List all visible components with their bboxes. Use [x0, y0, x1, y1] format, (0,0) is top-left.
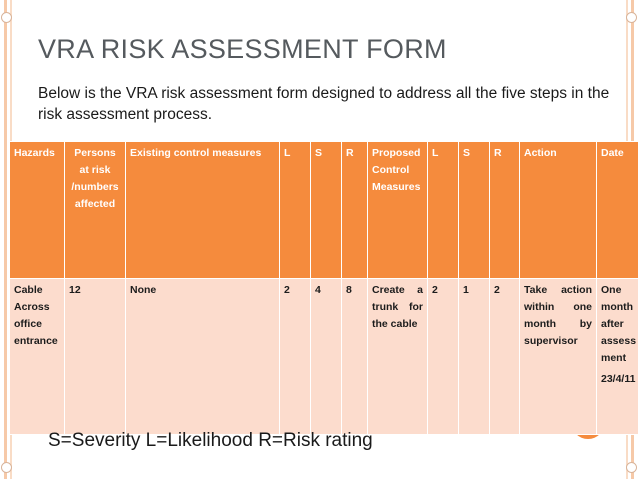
risk-assessment-table: Hazards Persons at risk /numbers affecte… — [9, 141, 638, 435]
cell-risk-2: 2 — [489, 278, 520, 435]
header-action: Action — [519, 141, 597, 279]
corner-dot-top-right — [626, 12, 637, 23]
corner-dot-top-left — [1, 12, 12, 23]
corner-dot-bottom-right — [626, 462, 637, 473]
cell-persons: 12 — [64, 278, 126, 435]
legend-text: S=Severity L=Likelihood R=Risk rating — [48, 430, 373, 451]
header-proposed-control-measures: Proposed Control Measures — [367, 141, 428, 279]
header-risk-1: R — [341, 141, 368, 279]
header-date: Date — [596, 141, 638, 279]
slide-subtitle: Below is the VRA risk assessment form de… — [38, 85, 610, 123]
header-severity-2: S — [458, 141, 490, 279]
header-severity-1: S — [310, 141, 342, 279]
header-likelihood-2: L — [427, 141, 459, 279]
cell-likelihood-1: 2 — [279, 278, 311, 435]
cell-date-text: One month after assessment — [601, 284, 637, 364]
cell-existing: None — [125, 278, 280, 435]
cell-likelihood-2: 2 — [427, 278, 459, 435]
cell-date-value: 23/4/11 — [601, 373, 636, 385]
cell-severity-2: 1 — [458, 278, 490, 435]
header-risk-2: R — [489, 141, 520, 279]
cell-date: One month after assessment 23/4/11 — [596, 278, 638, 435]
header-hazards: Hazards — [9, 141, 65, 279]
table-header-row: Hazards Persons at risk /numbers affecte… — [9, 141, 638, 279]
table-row: Cable Across office entrance 12 None 2 4… — [9, 278, 638, 435]
cell-hazard: Cable Across office entrance — [9, 278, 65, 435]
cell-risk-1: 8 — [341, 278, 368, 435]
header-existing-control-measures: Existing control measures — [125, 141, 280, 279]
header-likelihood-1: L — [279, 141, 311, 279]
cell-severity-1: 4 — [310, 278, 342, 435]
cell-proposed: Create a trunk for the cable — [367, 278, 428, 435]
slide-title: VRA RISK ASSESSMENT FORM — [38, 34, 447, 64]
corner-dot-bottom-left — [1, 462, 12, 473]
header-persons-at-risk: Persons at risk /numbers affected — [64, 141, 126, 279]
cell-action: Take action within one month by supervis… — [519, 278, 597, 435]
